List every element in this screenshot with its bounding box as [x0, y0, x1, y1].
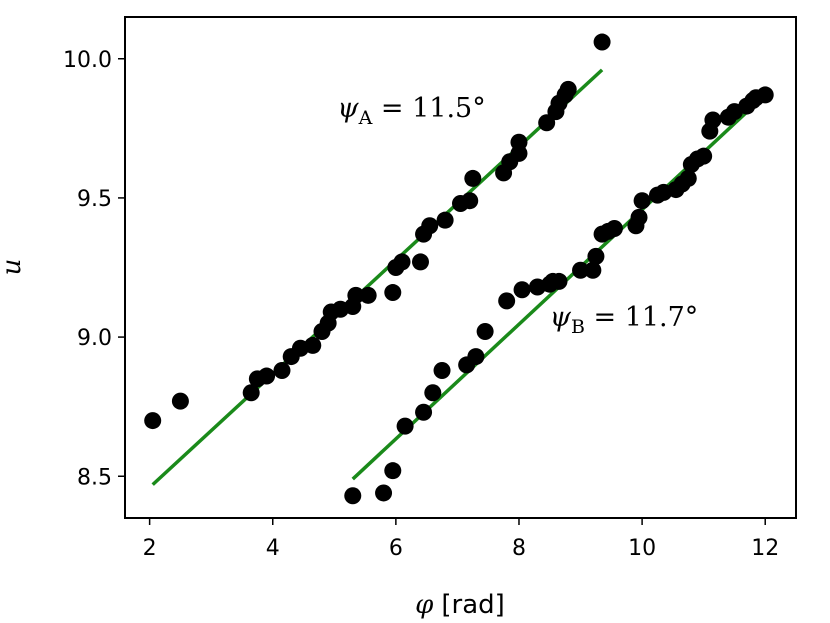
point-s1-29	[679, 169, 697, 187]
annotation-psi-a-symbol: ψ	[337, 93, 359, 124]
point-s1-0	[344, 487, 362, 505]
point-s1-2	[384, 462, 402, 480]
annotation-psi-a: ψA = 11.5°	[337, 93, 485, 129]
point-s0-4	[258, 367, 276, 385]
point-s1-4	[415, 403, 433, 421]
y-tick-label: 9.5	[77, 187, 112, 212]
annotation-psi-a-subscript: A	[358, 107, 373, 129]
point-s1-16	[572, 261, 590, 279]
x-tick-label: 8	[512, 536, 526, 561]
point-s1-23	[630, 208, 648, 226]
x-axis-label: φ [rad]	[415, 590, 505, 620]
point-s1-32	[695, 147, 713, 165]
point-s0-34	[559, 80, 577, 98]
x-tick-label: 12	[751, 536, 779, 561]
annotation-psi-b-value: = 11.7°	[585, 302, 698, 333]
fit-lines	[151, 68, 767, 486]
point-s1-9	[476, 323, 494, 341]
point-s0-35	[593, 33, 611, 51]
y-tick-label: 9.0	[77, 326, 112, 351]
point-s0-2	[242, 384, 260, 402]
x-axis-unit: [rad]	[441, 590, 504, 620]
point-s0-29	[510, 133, 528, 151]
point-s1-6	[433, 361, 451, 379]
point-s0-25	[464, 169, 482, 187]
y-tick-label: 10.0	[63, 48, 112, 73]
point-s1-11	[513, 281, 531, 299]
annotation-psi-b-subscript: B	[571, 316, 585, 338]
point-s1-1	[375, 484, 393, 502]
fit-line-0	[151, 68, 604, 486]
y-axis-label: u	[0, 259, 27, 276]
point-s0-24	[461, 192, 479, 210]
annotation-psi-a-value: = 11.5°	[372, 93, 485, 124]
x-tick-label: 4	[266, 536, 280, 561]
x-axis-symbol: φ	[415, 590, 434, 620]
point-s1-5	[424, 384, 442, 402]
point-s1-3	[396, 417, 414, 435]
point-s0-8	[304, 336, 322, 354]
data-points	[144, 33, 774, 505]
point-s0-22	[436, 211, 454, 229]
point-s0-18	[393, 253, 411, 271]
plot-frame	[124, 16, 797, 519]
point-s1-18	[587, 247, 605, 265]
point-s0-16	[384, 284, 402, 302]
point-s1-21	[605, 220, 623, 238]
point-s1-10	[498, 292, 516, 310]
point-s1-40	[756, 86, 774, 104]
point-s1-8	[467, 348, 485, 366]
axis-ticks: 2 4 6 8 10 12 8.5 9.0 9.5 10.0	[63, 48, 779, 561]
annotation-psi-b-symbol: ψ	[550, 302, 572, 333]
point-s1-15	[550, 272, 568, 290]
point-s0-19	[411, 253, 429, 271]
y-tick-label: 8.5	[77, 465, 112, 490]
x-tick-label: 6	[389, 536, 403, 561]
point-s1-24	[633, 192, 651, 210]
point-s0-15	[359, 286, 377, 304]
point-s1-17	[584, 261, 602, 279]
point-s0-21	[421, 217, 439, 235]
point-s0-5	[273, 361, 291, 379]
x-tick-label: 10	[628, 536, 656, 561]
point-s0-0	[144, 412, 162, 430]
point-s0-14	[347, 286, 365, 304]
annotation-psi-b: ψB = 11.7°	[550, 302, 699, 338]
point-s1-34	[704, 111, 722, 129]
point-s0-1	[171, 392, 189, 410]
x-tick-label: 2	[143, 536, 157, 561]
